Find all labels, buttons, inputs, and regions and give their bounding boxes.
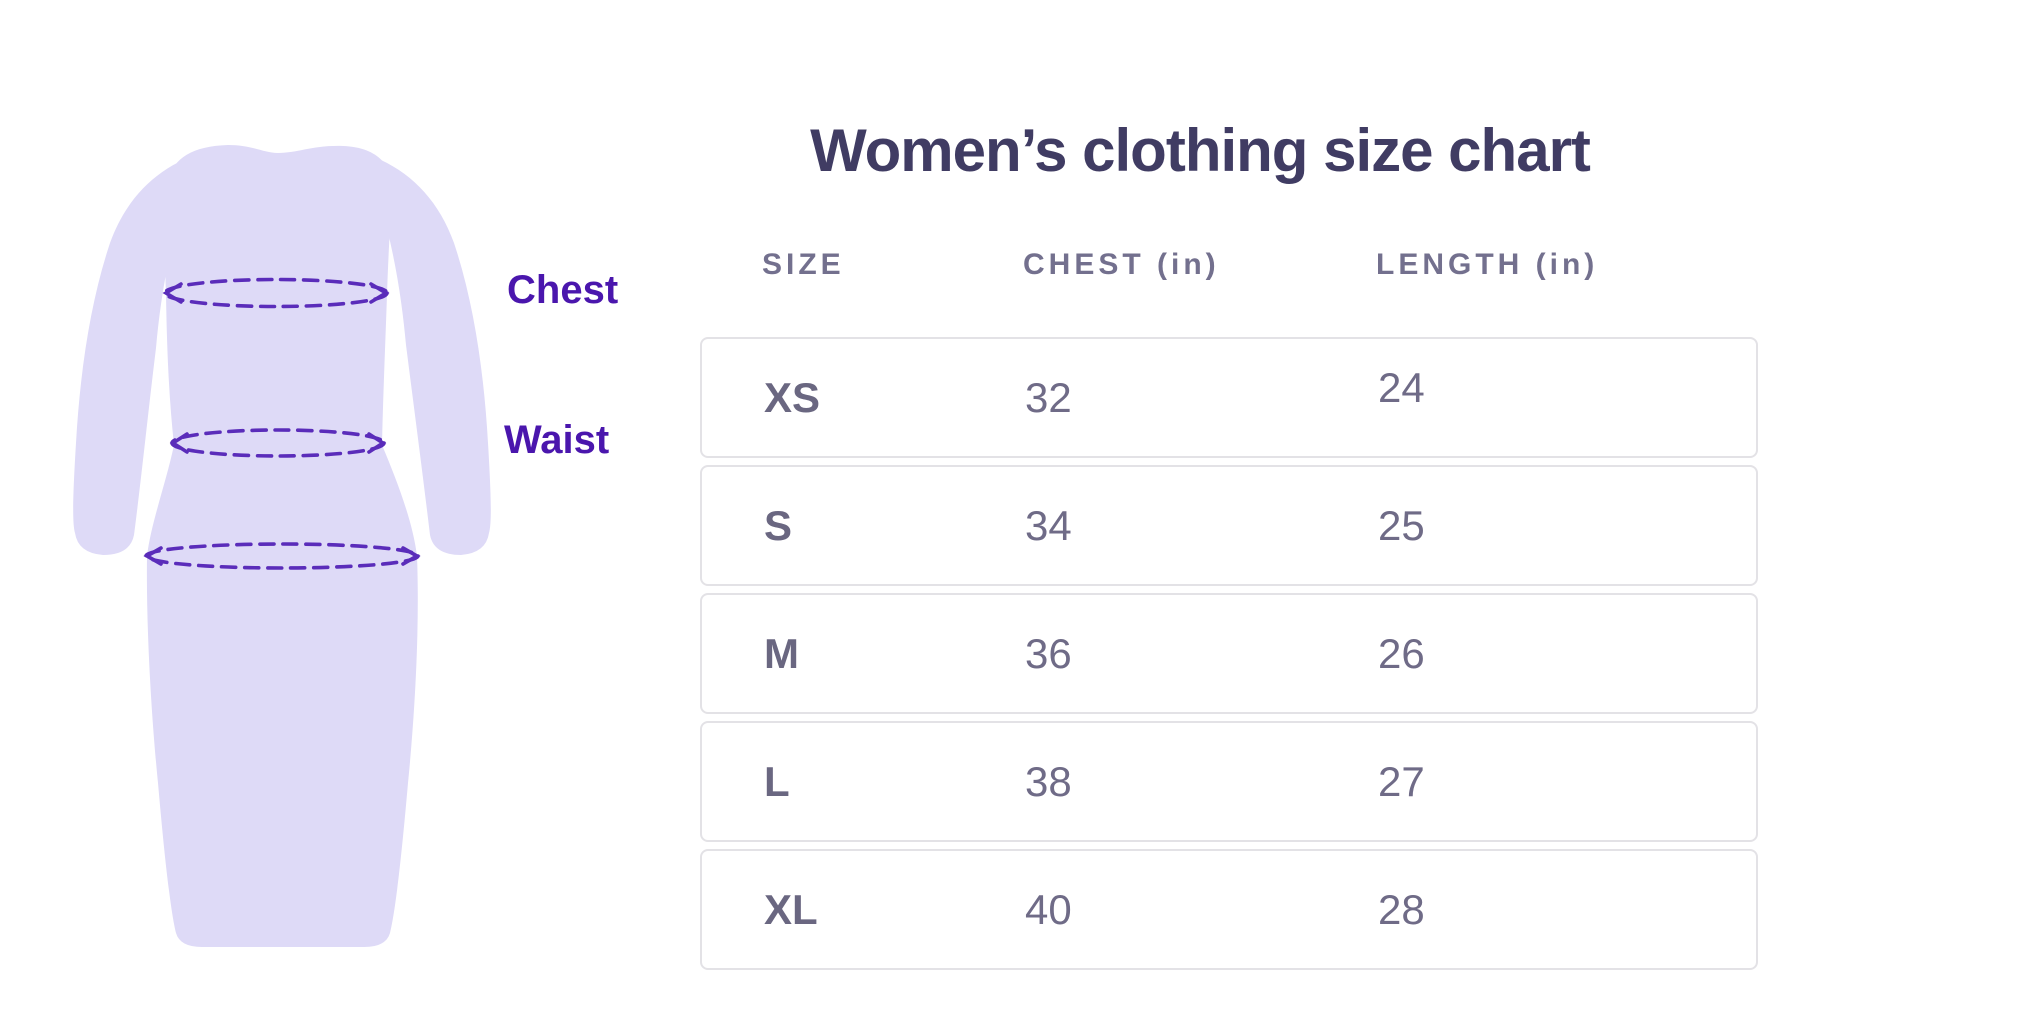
chest-cell: 34	[1025, 502, 1072, 549]
size-cell: L	[764, 758, 790, 805]
table-row-xl: XL 40 28	[700, 849, 1758, 970]
chest-measure-line	[162, 277, 390, 309]
size-cell: XS	[764, 374, 821, 421]
table-header-row: SIZE CHEST (in) LENGTH (in)	[700, 248, 1760, 288]
table-row-l: L 38 27	[700, 721, 1758, 842]
waist-measure-line	[169, 428, 387, 458]
chest-label: Chest	[507, 268, 619, 312]
chest-cell: 36	[1025, 630, 1072, 677]
length-cell: 24	[1378, 364, 1425, 411]
dress-illustration	[68, 133, 504, 953]
dress-left-sleeve	[73, 151, 208, 555]
chest-cell: 38	[1025, 758, 1072, 805]
header-length: LENGTH (in)	[1376, 248, 1599, 281]
hip-measure-line	[143, 542, 421, 570]
length-cell: 25	[1378, 502, 1425, 549]
waist-label: Waist	[504, 418, 610, 462]
size-cell: S	[764, 502, 793, 549]
size-cell: XL	[764, 886, 818, 933]
page-title: Women’s clothing size chart	[810, 117, 1591, 184]
chest-cell: 40	[1025, 886, 1072, 933]
header-chest: CHEST (in)	[1023, 248, 1220, 281]
header-size: SIZE	[762, 248, 845, 281]
dress-svg	[73, 145, 491, 947]
chest-cell: 32	[1025, 374, 1072, 421]
table-row-xs: XS 32 24	[700, 337, 1758, 458]
dress-body-shape	[146, 145, 418, 947]
length-cell: 27	[1378, 758, 1425, 805]
length-cell: 28	[1378, 886, 1425, 933]
table-row-m: M 36 26	[700, 593, 1758, 714]
size-table: XS 32 24 S 34 25 M 36 26 L 38 27 XL 40 2…	[700, 337, 1760, 977]
length-cell: 26	[1378, 630, 1425, 677]
size-cell: M	[764, 630, 799, 677]
table-row-s: S 34 25	[700, 465, 1758, 586]
dress-right-sleeve	[356, 151, 491, 555]
